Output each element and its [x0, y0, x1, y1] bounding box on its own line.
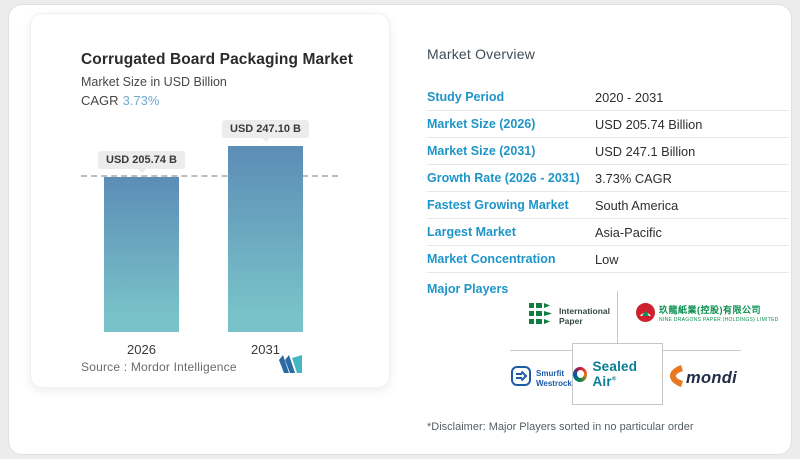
chart-header: Corrugated Board Packaging Market Market… [81, 51, 353, 108]
source-row: Source : Mordor Intelligence [81, 355, 303, 378]
table-row: Study Period 2020 - 2031 [427, 84, 789, 111]
sealed-air-registered-mark: ® [611, 376, 617, 383]
international-paper-wordmark: International Paper [559, 306, 610, 326]
table-row: Market Size (2031) USD 247.1 Billion [427, 138, 789, 165]
ip-line2: Paper [559, 316, 583, 326]
sealed-air-ring-icon [573, 366, 588, 382]
x-axis-label-2031: 2031 [251, 342, 280, 357]
row-label: Growth Rate (2026 - 2031) [427, 171, 580, 185]
x-axis-label-2026: 2026 [127, 342, 156, 357]
row-value: Asia-Pacific [595, 224, 662, 240]
chart-card: Corrugated Board Packaging Market Market… [30, 13, 390, 388]
row-label: Market Size (2031) [427, 144, 536, 158]
international-paper-icon [529, 303, 554, 329]
sealed-air-box: Sealed Air® [572, 343, 663, 405]
overview-title: Market Overview [427, 46, 536, 62]
source-value: Mordor Intelligence [130, 359, 237, 374]
row-label: Market Concentration [427, 252, 556, 266]
row-label: Market Size (2026) [427, 117, 536, 131]
smurfit-westrock-logo: Smurfit Westrock [511, 366, 572, 391]
bar-value-label-2026: USD 205.74 B [98, 151, 185, 170]
source-label: Source : [81, 359, 128, 374]
smurfit-westrock-icon [511, 366, 531, 391]
cagr-label: CAGR [81, 93, 119, 108]
connector-vertical-line [617, 291, 618, 343]
chart-bar [228, 146, 303, 332]
connector-horizontal-line-right [663, 350, 741, 351]
mordor-intelligence-logo-icon [279, 355, 303, 378]
sw-line2: Westrock [536, 378, 572, 388]
table-row: Growth Rate (2026 - 2031) 3.73% CAGR [427, 165, 789, 192]
sealed-air-wordmark: Sealed Air® [592, 359, 662, 389]
sealed-air-logo: Sealed Air® [573, 359, 662, 389]
nine-dragons-seal-icon [636, 303, 655, 327]
major-players-label: Major Players [427, 282, 509, 296]
reference-dashed-line [81, 175, 338, 178]
sealed-air-name: Sealed Air [592, 359, 638, 389]
bar-group-2031: USD 247.10 B [222, 120, 309, 332]
chart-bar [104, 177, 179, 332]
table-row: Fastest Growing Market South America [427, 192, 789, 219]
bar-value-label-2031: USD 247.10 B [222, 120, 309, 138]
chart-subtitle: Market Size in USD Billion [81, 75, 227, 89]
table-row: Market Size (2026) USD 205.74 Billion [427, 111, 789, 138]
mondi-wordmark: mondi [686, 369, 737, 387]
row-value: 3.73% CAGR [595, 170, 672, 186]
row-value: South America [595, 197, 679, 213]
row-value: Low [595, 251, 619, 267]
row-value: USD 205.74 Billion [595, 116, 703, 132]
table-row: Largest Market Asia-Pacific [427, 219, 789, 246]
bar-group-2026: USD 205.74 B [98, 151, 185, 332]
row-value: 2020 - 2031 [595, 89, 664, 105]
chart-cagr: CAGR 3.73% [81, 93, 353, 108]
connector-horizontal-line-left [510, 350, 572, 351]
source-text: Source : Mordor Intelligence [81, 360, 237, 374]
row-label: Study Period [427, 90, 505, 104]
row-label: Largest Market [427, 225, 516, 239]
nine-dragons-logo: 玖龍紙業(控股)有限公司 NINE DRAGONS PAPER (HOLDING… [636, 303, 779, 327]
nine-dragons-english-name: NINE DRAGONS PAPER (HOLDINGS) LIMITED [659, 317, 779, 324]
cagr-value: 3.73% [122, 93, 160, 108]
disclaimer-text: *Disclaimer: Major Players sorted in no … [427, 421, 694, 433]
table-row: Market Concentration Low [427, 246, 789, 273]
nine-dragons-wordmark: 玖龍紙業(控股)有限公司 NINE DRAGONS PAPER (HOLDING… [659, 305, 779, 324]
sw-line1: Smurfit [536, 368, 564, 378]
smurfit-westrock-wordmark: Smurfit Westrock [536, 369, 572, 389]
overview-table: Study Period 2020 - 2031 Market Size (20… [427, 84, 789, 273]
row-label: Fastest Growing Market [427, 198, 569, 212]
nine-dragons-chinese-name: 玖龍紙業(控股)有限公司 [659, 305, 761, 316]
row-value: USD 247.1 Billion [595, 143, 696, 159]
ip-line1: International [559, 305, 611, 316]
chart-title: Corrugated Board Packaging Market [81, 51, 354, 68]
mondi-logo: mondi [670, 365, 737, 392]
mondi-flame-icon [670, 365, 683, 392]
international-paper-logo: International Paper [529, 303, 610, 329]
